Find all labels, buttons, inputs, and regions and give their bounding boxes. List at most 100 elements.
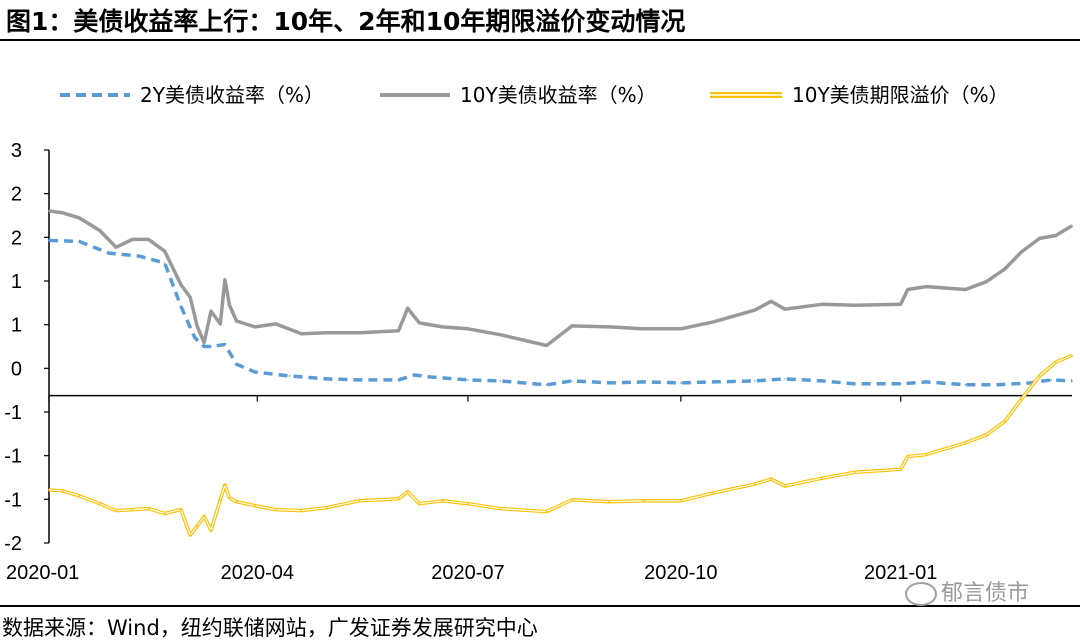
data-point [138,255,141,257]
data-point [62,212,64,214]
data-point [608,500,610,503]
data-point [358,379,360,381]
data-point [821,380,823,382]
data-point [397,497,400,500]
data-point [99,229,101,232]
data-point [1071,354,1073,357]
data-point [131,508,134,511]
data-point [985,280,988,283]
data-point [300,332,303,335]
data-point [210,345,212,348]
y-tick-label: 0 [11,358,22,380]
series-solid-line [48,209,1073,348]
data-point [210,310,212,312]
data-point [325,331,328,334]
data-point [906,288,909,291]
data-point [985,434,988,436]
data-point [964,384,967,386]
data-point [441,326,444,328]
data-point [441,499,444,502]
series-line [48,238,1073,387]
series-line [48,209,1073,348]
data-point [224,484,226,486]
data-point [254,371,256,373]
data-point [189,296,191,299]
data-point [754,380,756,382]
legend-label: 10Y美债收益率（%） [460,83,657,107]
data-point [1004,420,1006,422]
data-point [499,380,502,382]
y-tick-label: 1 [11,315,22,337]
data-point [196,525,198,528]
y-tick-label: 1 [11,271,22,293]
legend-label: 10Y美债期限溢价（%） [792,83,1009,107]
y-tick-label: 3 [11,140,22,162]
data-point [131,238,134,241]
data-point [203,341,205,344]
data-point [1029,382,1032,384]
data-point [210,529,212,532]
y-tick-label: 2 [11,227,22,249]
data-point [275,508,277,511]
data-point [99,502,101,505]
data-point [235,363,238,365]
data-point [163,512,166,515]
data-point [925,285,927,288]
data-point [108,252,110,254]
series-line [48,353,1073,537]
data-point [964,288,967,291]
data-point [853,304,856,307]
data-point [163,250,166,252]
data-point [228,304,231,307]
data-point [1020,398,1022,401]
data-point [754,483,756,485]
x-tick-label: 2020-04 [221,562,294,584]
data-point [358,499,360,502]
data-point [196,325,198,327]
data-point [821,303,823,306]
data-point [712,321,715,323]
data-point [78,216,80,219]
data-point [608,326,610,328]
data-point [413,374,416,376]
data-point [680,382,682,384]
data-point [571,325,573,327]
data-point [610,382,613,384]
data-point [48,489,50,491]
data-point [643,328,645,330]
data-point [571,380,573,382]
data-point [163,262,166,264]
data-point [784,378,786,380]
data-point [853,383,856,385]
data-point [406,491,409,493]
data-point [1020,251,1022,253]
data-point [147,507,150,510]
y-tick-label: 2 [11,184,22,206]
series-line-inner [48,354,1073,536]
wechat-icon [905,582,937,606]
data-point [325,378,328,380]
data-point [925,453,927,456]
data-point [997,384,999,386]
data-point [1038,375,1041,377]
data-point [499,333,502,336]
data-point [275,323,277,325]
data-point [712,492,715,494]
data-point [1071,380,1073,382]
data-point [180,305,182,308]
data-point [1004,268,1006,270]
data-point [1050,379,1052,381]
watermark-text: 郁言债市 [941,581,1030,606]
data-point [754,309,756,311]
data-point [899,383,902,385]
watermark: 郁言债市 [905,575,1029,607]
data-point [300,509,303,512]
data-point [203,515,205,518]
data-point [571,498,573,501]
data-point [499,507,502,510]
data-point [189,534,191,536]
data-point [467,502,469,505]
data-point [418,322,421,324]
data-point [545,384,548,386]
data-point [62,490,64,492]
